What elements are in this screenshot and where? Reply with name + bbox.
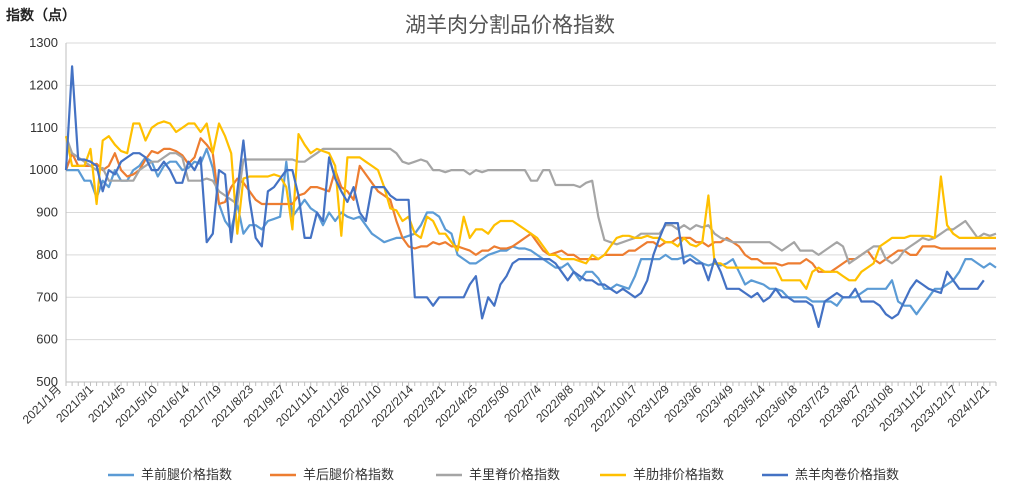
series-lines — [64, 65, 997, 328]
x-axis-ticks: 2021/1月2021/3/12021/4/52021/5/102021/6/1… — [20, 382, 993, 435]
chart-title: 湖羊肉分割品价格指数 — [405, 13, 615, 37]
legend-label: 羊里脊价格指数 — [469, 467, 560, 483]
y-tick-label: 1300 — [29, 35, 58, 50]
y-tick-label: 900 — [36, 205, 58, 220]
series-line-1 — [66, 147, 997, 316]
y-axis-ticks: 500 600 700 800 900 1000 1100 1200 1300 — [29, 35, 58, 389]
y-tick-label: 800 — [36, 247, 58, 262]
y-tick-label: 1000 — [29, 162, 58, 177]
legend-label: 羊后腿价格指数 — [303, 467, 394, 483]
legend: 羊前腿价格指数 羊后腿价格指数 羊里脊价格指数 羊肋排价格指数 羔羊肉卷价格指数 — [108, 467, 899, 483]
y-tick-label: 1100 — [30, 120, 58, 135]
y-axis-label: 指数（点） — [6, 7, 76, 24]
legend-label: 羔羊肉卷价格指数 — [795, 467, 899, 483]
y-tick-label: 1200 — [29, 77, 58, 92]
series-line-3 — [64, 135, 997, 265]
y-tick-label: 500 — [36, 374, 58, 389]
series-line-5 — [64, 65, 985, 328]
series-line-4 — [64, 120, 996, 290]
y-tick-label: 700 — [36, 289, 58, 304]
legend-label: 羊前腿价格指数 — [141, 467, 232, 483]
y-tick-label: 600 — [36, 332, 58, 347]
legend-label: 羊肋排价格指数 — [633, 467, 724, 483]
